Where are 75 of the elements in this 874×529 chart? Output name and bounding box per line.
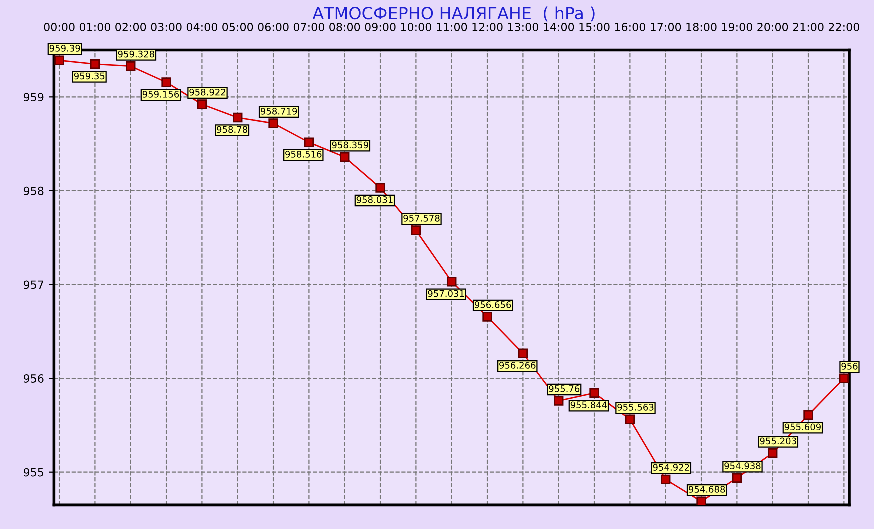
y-tick-label: 956 (24, 374, 44, 383)
point (768, 448, 778, 458)
data-label: 955.844 (570, 402, 608, 409)
x-tick-label: 08:00 (330, 23, 360, 32)
x-tick-label: 12:00 (472, 23, 503, 32)
point (304, 138, 314, 148)
point (660, 474, 671, 485)
data-label: 958.719 (260, 108, 298, 115)
x-tick-label: 01:00 (80, 23, 110, 32)
point (162, 78, 172, 88)
data-label: 959.39 (50, 45, 80, 52)
point (625, 414, 636, 424)
x-tick-label: 17:00 (651, 23, 682, 32)
data-label: 959.328 (118, 50, 154, 58)
point (732, 473, 742, 484)
data-label: 955.203 (760, 438, 796, 445)
x-tick-label: 00:00 (44, 23, 75, 32)
data-label: 956 (842, 363, 858, 370)
data-label: 956.656 (474, 302, 512, 308)
x-tick-label: 10:00 (401, 23, 432, 32)
point (446, 276, 457, 287)
x-tick-label: 13:00 (508, 23, 538, 32)
data-label: 955.563 (618, 404, 654, 411)
point (126, 62, 136, 72)
x-tick-label: 02:00 (116, 23, 146, 32)
point (411, 226, 422, 236)
point (696, 496, 706, 506)
data-label: 956.266 (500, 362, 536, 369)
point (90, 59, 100, 70)
point (376, 183, 386, 193)
data-label: 957.578 (404, 215, 440, 222)
point (554, 396, 564, 406)
chart-title: АТМОСФЕРНО НАЛЯГАНЕ ( hPa ) (312, 6, 595, 22)
point (518, 348, 528, 358)
x-tick-label: 05:00 (222, 23, 254, 32)
data-label: 954.688 (688, 486, 726, 493)
data-label: 955.76 (549, 386, 580, 392)
x-tick-label: 15:00 (580, 23, 610, 32)
x-tick-label: 20:00 (758, 23, 788, 32)
data-label: 958.359 (332, 142, 368, 149)
data-label: 954.922 (653, 464, 690, 471)
point (590, 388, 600, 398)
x-tick-label: 03:00 (151, 23, 182, 32)
data-label: 958.78 (217, 126, 248, 134)
x-tick-label: 19:00 (722, 23, 752, 32)
point (839, 374, 850, 384)
data-label: 957.031 (428, 290, 464, 298)
x-tick-label: 14:00 (544, 23, 574, 32)
x-tick-label: 09:00 (365, 23, 396, 32)
data-label: 959.156 (142, 91, 180, 98)
point (804, 410, 814, 420)
y-tick-label: 958 (24, 186, 44, 196)
x-tick-label: 16:00 (615, 23, 646, 32)
data-label: 955.609 (784, 424, 821, 431)
point (54, 56, 64, 66)
x-tick-label: 21:00 (793, 23, 824, 32)
point (482, 312, 492, 322)
x-tick-label: 06:00 (258, 23, 289, 32)
point (268, 118, 278, 128)
data-label: 958.922 (190, 88, 226, 96)
data-label: 954.938 (724, 462, 761, 470)
x-tick-label: 22:00 (828, 23, 860, 32)
x-tick-label: 04:00 (186, 23, 218, 32)
x-tick-label: 07:00 (294, 23, 324, 32)
point (233, 112, 243, 123)
point (340, 152, 350, 162)
data-label: 958.516 (286, 151, 322, 158)
point (197, 100, 208, 110)
y-tick-label: 959 (24, 93, 44, 102)
y-tick-label: 955 (24, 468, 44, 477)
y-tick-label: 957 (24, 280, 44, 290)
x-tick-label: 18:00 (686, 23, 717, 32)
data-label: 958.031 (356, 196, 393, 204)
x-tick-label: 11:00 (437, 23, 468, 32)
data-label: 959.35 (74, 72, 105, 80)
